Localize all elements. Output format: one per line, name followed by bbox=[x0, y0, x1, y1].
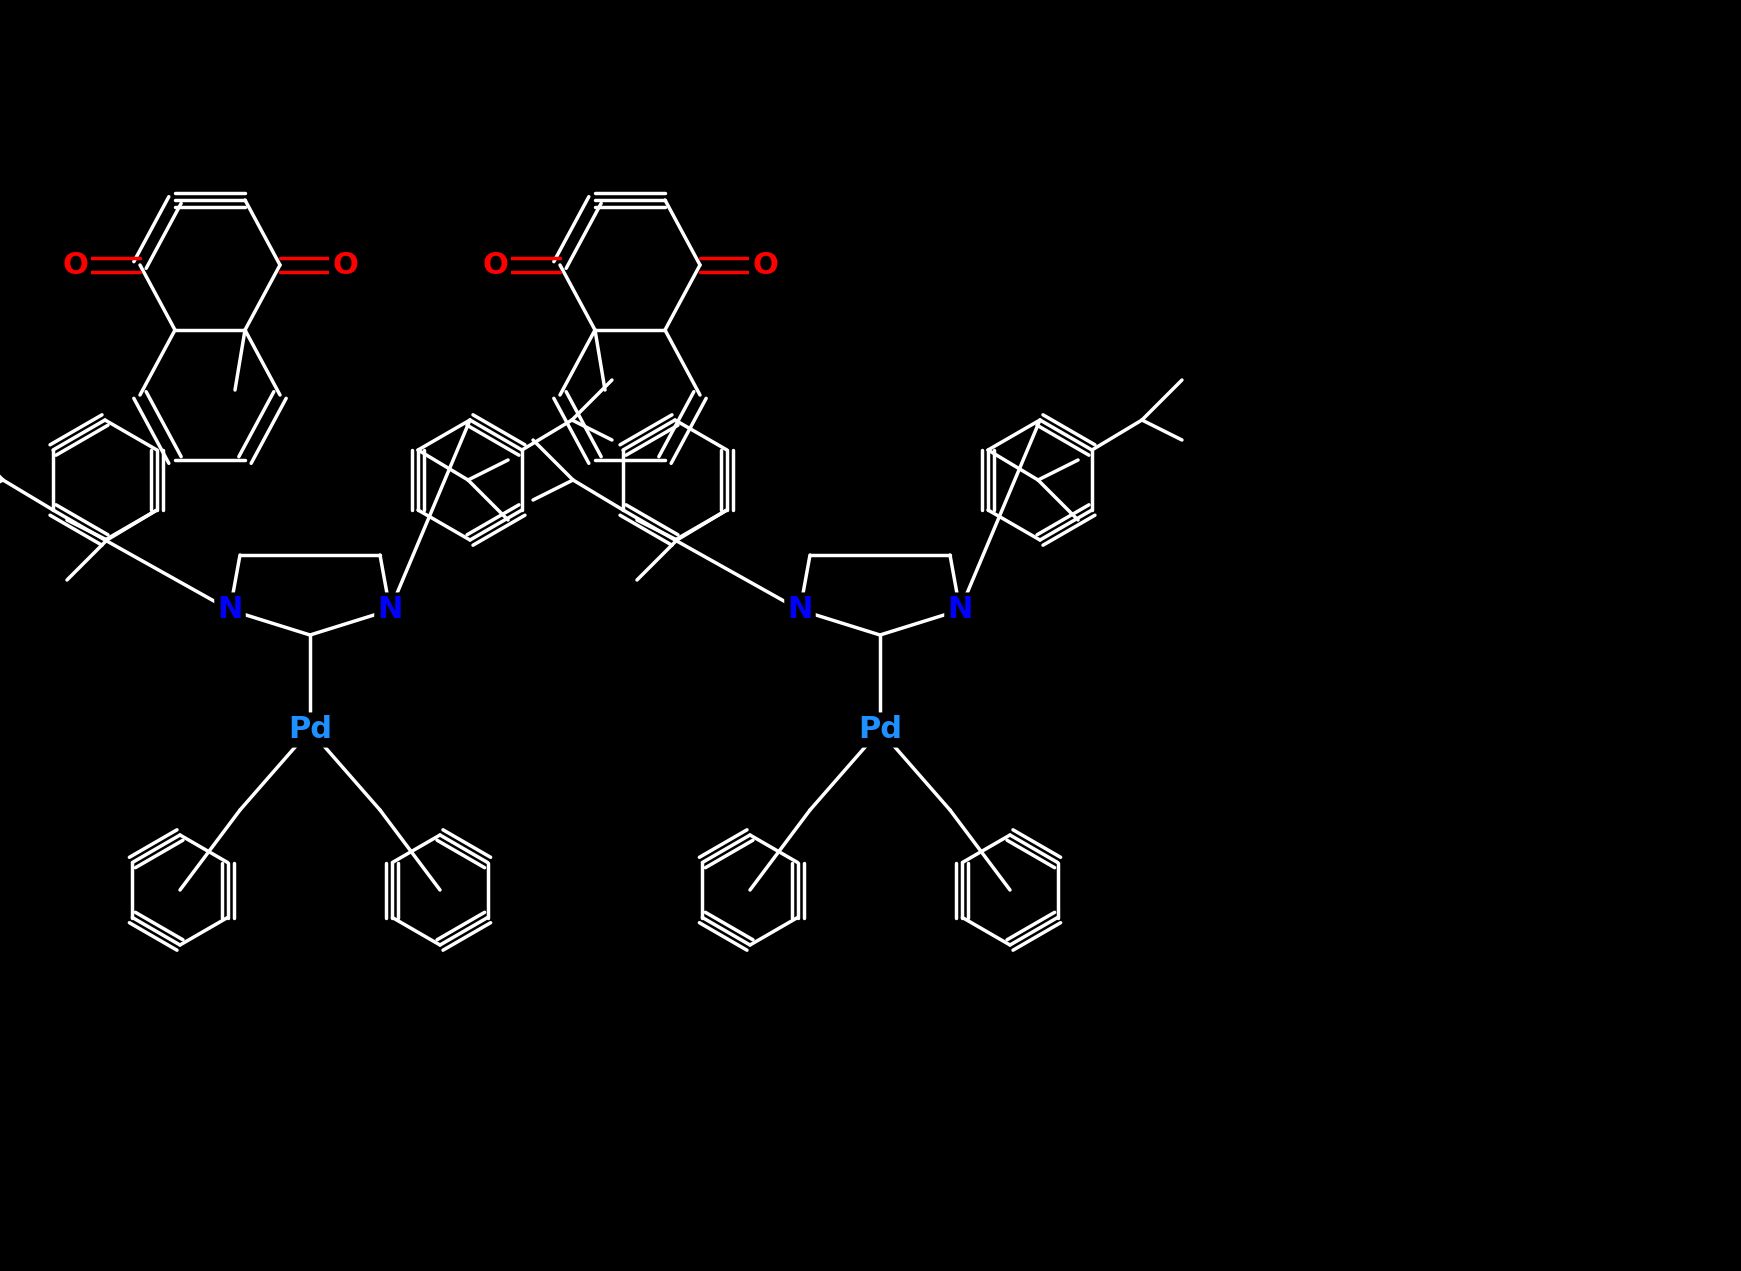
Text: N: N bbox=[378, 596, 402, 624]
Text: Pd: Pd bbox=[287, 716, 333, 745]
Text: O: O bbox=[482, 250, 508, 280]
Text: N: N bbox=[218, 596, 242, 624]
Text: O: O bbox=[63, 250, 89, 280]
Text: Pd: Pd bbox=[858, 716, 902, 745]
Text: O: O bbox=[752, 250, 778, 280]
Text: O: O bbox=[333, 250, 359, 280]
Text: N: N bbox=[787, 596, 813, 624]
Text: N: N bbox=[947, 596, 973, 624]
